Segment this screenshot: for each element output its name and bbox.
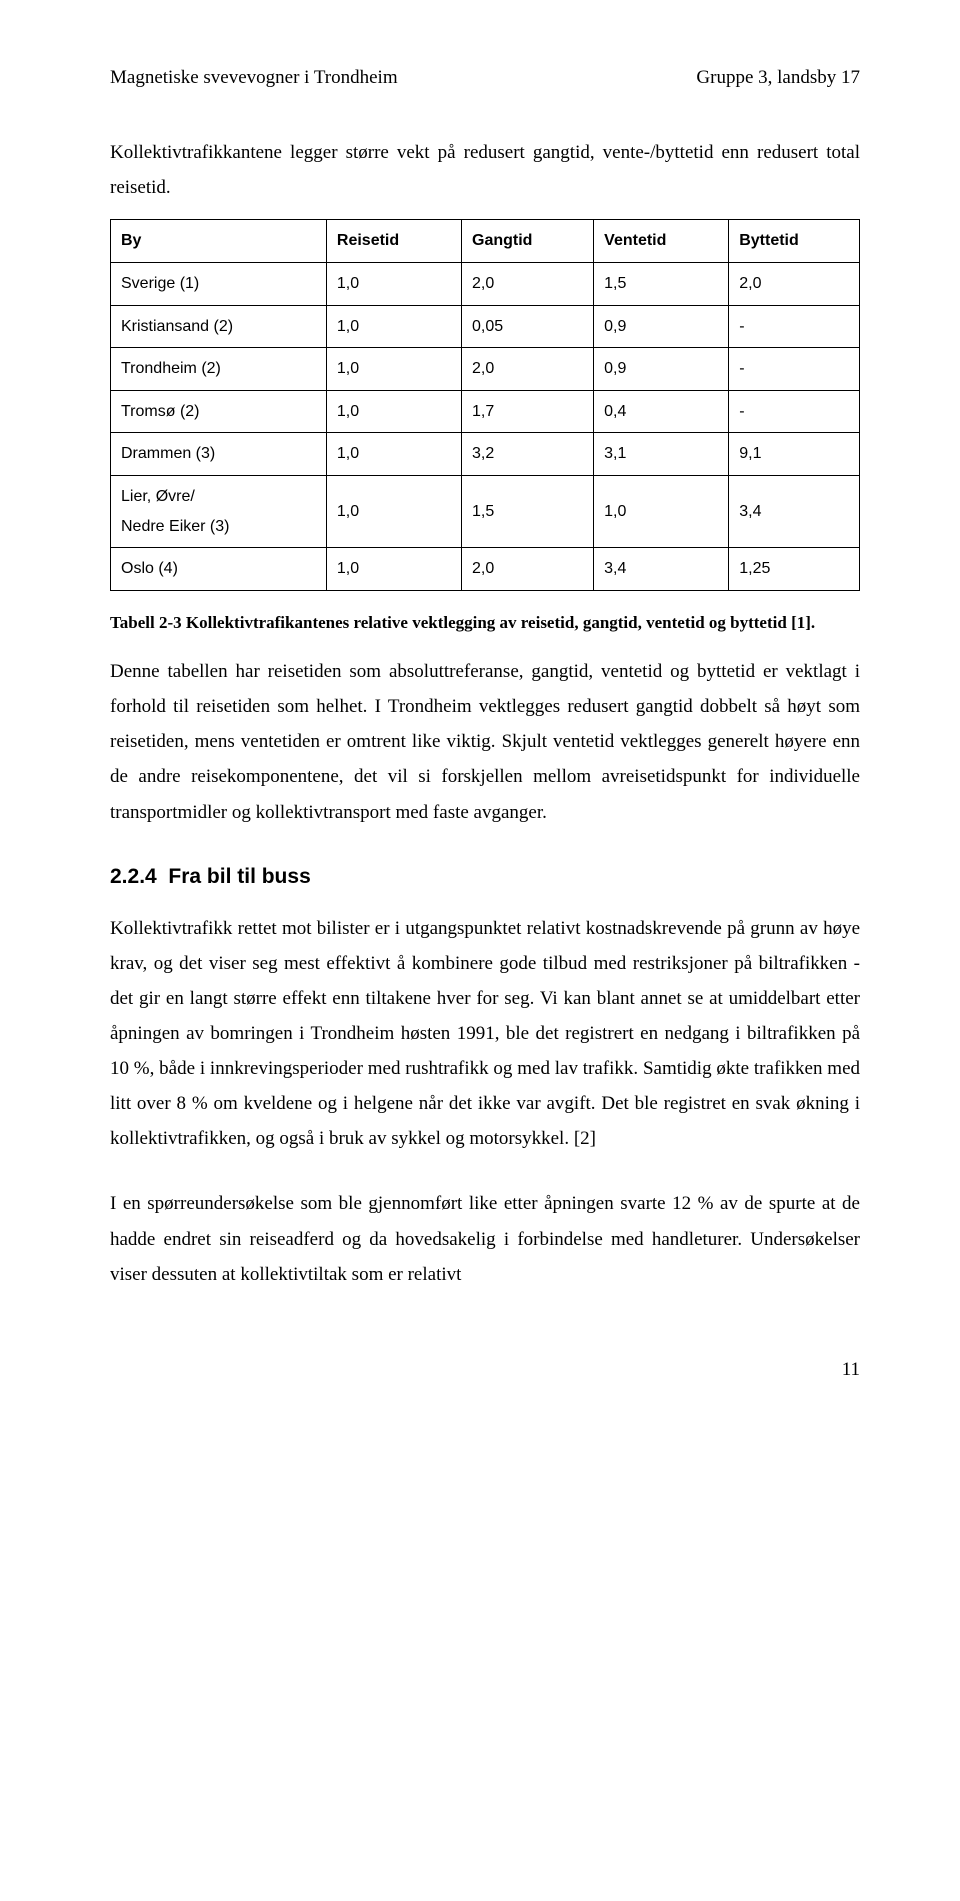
table-cell: 2,0 (462, 548, 594, 591)
section-number: 2.2.4 (110, 865, 157, 888)
table-cell: Trondheim (2) (111, 348, 327, 391)
table-caption: Tabell 2-3 Kollektivtrafikantenes relati… (110, 609, 860, 636)
table-cell: 1,25 (729, 548, 860, 591)
table-cell: 3,1 (594, 433, 729, 476)
table-cell: 9,1 (729, 433, 860, 476)
page-number: 11 (110, 1352, 860, 1387)
table-cell: Oslo (4) (111, 548, 327, 591)
table-header-cell: Gangtid (462, 220, 594, 263)
table-cell: 0,9 (594, 348, 729, 391)
table-cell: Drammen (3) (111, 433, 327, 476)
table-cell: 1,0 (326, 305, 461, 348)
table-row: Trondheim (2)1,02,00,9- (111, 348, 860, 391)
table-header-row: By Reisetid Gangtid Ventetid Byttetid (111, 220, 860, 263)
table-row: Drammen (3)1,03,23,19,1 (111, 433, 860, 476)
table-row: Kristiansand (2)1,00,050,9- (111, 305, 860, 348)
table-header-cell: Reisetid (326, 220, 461, 263)
table-header-cell: By (111, 220, 327, 263)
table-cell: - (729, 305, 860, 348)
paragraph-4: I en spørreundersøkelse som ble gjennomf… (110, 1186, 860, 1291)
table-cell: Sverige (1) (111, 263, 327, 306)
weighting-table: By Reisetid Gangtid Ventetid Byttetid Sv… (110, 219, 860, 590)
table-cell: 1,0 (594, 475, 729, 547)
table-cell: 3,4 (729, 475, 860, 547)
table-cell: 0,9 (594, 305, 729, 348)
table-cell: 1,0 (326, 390, 461, 433)
table-header-cell: Ventetid (594, 220, 729, 263)
table-cell: 1,0 (326, 263, 461, 306)
table-cell: 1,5 (594, 263, 729, 306)
table-cell: 2,0 (729, 263, 860, 306)
table-cell: 3,2 (462, 433, 594, 476)
section-title: Fra bil til buss (168, 865, 310, 888)
header-right: Gruppe 3, landsby 17 (696, 60, 860, 95)
table-cell: - (729, 390, 860, 433)
table-cell: - (729, 348, 860, 391)
table-cell: Lier, Øvre/Nedre Eiker (3) (111, 475, 327, 547)
page: Magnetiske svevevogner i Trondheim Grupp… (0, 0, 960, 1437)
table-row: Sverige (1)1,02,01,52,0 (111, 263, 860, 306)
table-cell: 1,0 (326, 548, 461, 591)
table-cell: 1,0 (326, 433, 461, 476)
table-cell: Tromsø (2) (111, 390, 327, 433)
table-cell: Kristiansand (2) (111, 305, 327, 348)
page-header: Magnetiske svevevogner i Trondheim Grupp… (110, 60, 860, 95)
table-row: Lier, Øvre/Nedre Eiker (3)1,01,51,03,4 (111, 475, 860, 547)
table-cell: 0,4 (594, 390, 729, 433)
table-cell: 1,0 (326, 475, 461, 547)
header-left: Magnetiske svevevogner i Trondheim (110, 60, 398, 95)
table-cell: 3,4 (594, 548, 729, 591)
section-heading: 2.2.4 Fra bil til buss (110, 858, 860, 897)
table-row: Tromsø (2)1,01,70,4- (111, 390, 860, 433)
table-cell: 1,5 (462, 475, 594, 547)
table-header-cell: Byttetid (729, 220, 860, 263)
paragraph-3: Kollektivtrafikk rettet mot bilister er … (110, 911, 860, 1157)
paragraph-2: Denne tabellen har reisetiden som absolu… (110, 654, 860, 830)
table-cell: 2,0 (462, 348, 594, 391)
table-row: Oslo (4)1,02,03,41,25 (111, 548, 860, 591)
table-cell: 2,0 (462, 263, 594, 306)
table-cell: 0,05 (462, 305, 594, 348)
table-cell: 1,7 (462, 390, 594, 433)
paragraph-intro: Kollektivtrafikkantene legger større vek… (110, 135, 860, 205)
table-cell: 1,0 (326, 348, 461, 391)
